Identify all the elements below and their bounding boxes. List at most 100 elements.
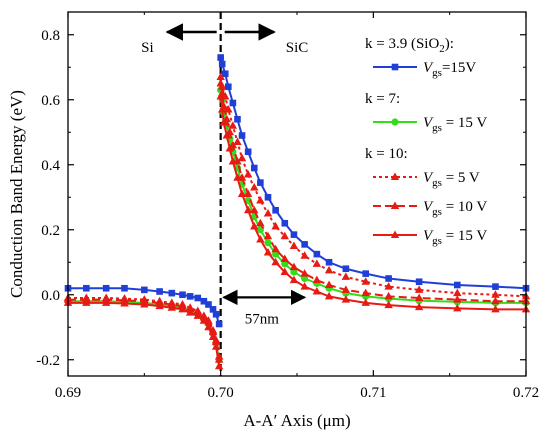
x-tick-label: 0.71 — [360, 385, 386, 401]
data-point-triangle — [491, 296, 500, 305]
data-point-triangle — [250, 183, 259, 191]
data-point-triangle — [384, 291, 393, 300]
data-point-triangle — [271, 244, 280, 253]
si-label: Si — [141, 40, 154, 56]
data-point-square — [212, 310, 220, 318]
data-point-triangle — [256, 235, 265, 243]
data-point-square — [238, 132, 246, 139]
data-point-triangle — [178, 304, 187, 313]
data-point-circle — [391, 118, 399, 126]
data-point-triangle — [453, 295, 462, 303]
data-point-square — [325, 258, 333, 266]
data-point-triangle — [233, 137, 242, 145]
y-tick-label: -0.2 — [36, 353, 60, 369]
data-point-triangle — [491, 304, 500, 313]
data-point-circle — [301, 274, 309, 283]
data-point-triangle — [289, 241, 299, 249]
data-point-square — [218, 60, 226, 68]
data-point-square — [121, 284, 128, 292]
data-point-triangle — [390, 172, 400, 180]
series-line-left — [68, 298, 221, 360]
data-point-triangle — [361, 277, 370, 285]
legend-entry-label: Vgs = 5 V — [423, 170, 480, 189]
distance-label: 57nm — [245, 311, 280, 327]
data-point-circle — [272, 250, 280, 258]
data-point-circle — [264, 239, 272, 247]
data-point-triangle — [271, 222, 280, 230]
legend-entry-label: Vgs=15V — [423, 60, 476, 79]
data-point-square — [200, 297, 208, 305]
data-point-square — [492, 283, 499, 290]
data-point-triangle — [324, 280, 334, 288]
legend-entry-var: V — [423, 199, 434, 215]
data-point-triangle — [216, 92, 225, 100]
data-point-triangle — [120, 299, 129, 307]
data-point-triangle — [289, 275, 299, 284]
data-point-triangle — [414, 302, 424, 311]
data-point-triangle — [263, 231, 273, 240]
data-point-triangle — [271, 257, 280, 266]
data-point-triangle — [312, 259, 322, 267]
legend-group-header: k = 10: — [365, 146, 408, 162]
data-point-triangle — [414, 285, 424, 293]
legend-entry-subscript: gs — [432, 206, 442, 218]
annotation-layer: Si SiC 57nm — [141, 23, 309, 327]
data-point-triangle — [300, 251, 309, 259]
data-point-square — [362, 270, 369, 277]
data-point-triangle — [228, 157, 238, 165]
data-point-square — [141, 286, 148, 294]
sic-label: SiC — [286, 40, 309, 56]
data-point-triangle — [312, 287, 322, 295]
data-point-triangle — [250, 205, 259, 214]
series-3 — [63, 79, 531, 363]
data-point-triangle — [222, 131, 231, 139]
data-point-triangle — [414, 293, 424, 301]
series-line-right — [219, 76, 527, 298]
x-tick-label: 0.70 — [208, 385, 234, 401]
data-point-triangle — [216, 72, 225, 80]
data-point-triangle — [324, 265, 334, 274]
legend-entry-value: = 10 V — [442, 199, 487, 215]
data-point-triangle — [199, 316, 209, 324]
data-point-triangle — [167, 303, 177, 311]
data-point-triangle — [243, 170, 253, 178]
data-point-triangle — [211, 342, 221, 350]
legend-header-subscript: 2 — [439, 43, 445, 55]
legend-header-text: k = 10: — [365, 146, 408, 162]
x-tick-label: 0.72 — [513, 385, 539, 401]
data-point-square — [385, 275, 392, 282]
data-point-square — [102, 284, 110, 292]
data-point-triangle — [280, 231, 289, 240]
data-point-square — [290, 231, 298, 238]
data-point-triangle — [243, 189, 253, 197]
data-point-triangle — [280, 267, 289, 275]
legend-entry-var: V — [423, 228, 434, 244]
y-tick-label: 0.6 — [41, 93, 60, 109]
data-point-triangle — [491, 290, 500, 298]
legend-entry-label: Vgs = 15 V — [423, 228, 487, 247]
series-4 — [63, 92, 531, 370]
data-point-square — [454, 281, 461, 289]
data-point-triangle — [208, 332, 218, 340]
data-point-triangle — [280, 254, 289, 262]
data-point-triangle — [185, 308, 195, 316]
data-point-square — [244, 148, 252, 156]
data-point-square — [221, 70, 229, 78]
data-point-triangle — [263, 209, 273, 217]
legend-entry-subscript: gs — [432, 177, 442, 189]
data-point-triangle — [155, 301, 164, 310]
x-tick-label: 0.69 — [55, 385, 81, 401]
data-point-triangle — [384, 300, 393, 309]
data-point-square — [257, 179, 264, 186]
data-point-square — [301, 241, 308, 248]
legend-group-header: k = 7: — [365, 91, 400, 107]
legend-entry-var: V — [423, 170, 434, 186]
y-tick-label: 0.2 — [41, 223, 60, 239]
y-tick-label: 0.0 — [41, 288, 60, 304]
data-point-triangle — [300, 282, 309, 290]
data-point-square — [415, 278, 423, 286]
legend-header-text: k = 7: — [365, 91, 400, 107]
data-point-circle — [281, 260, 289, 268]
